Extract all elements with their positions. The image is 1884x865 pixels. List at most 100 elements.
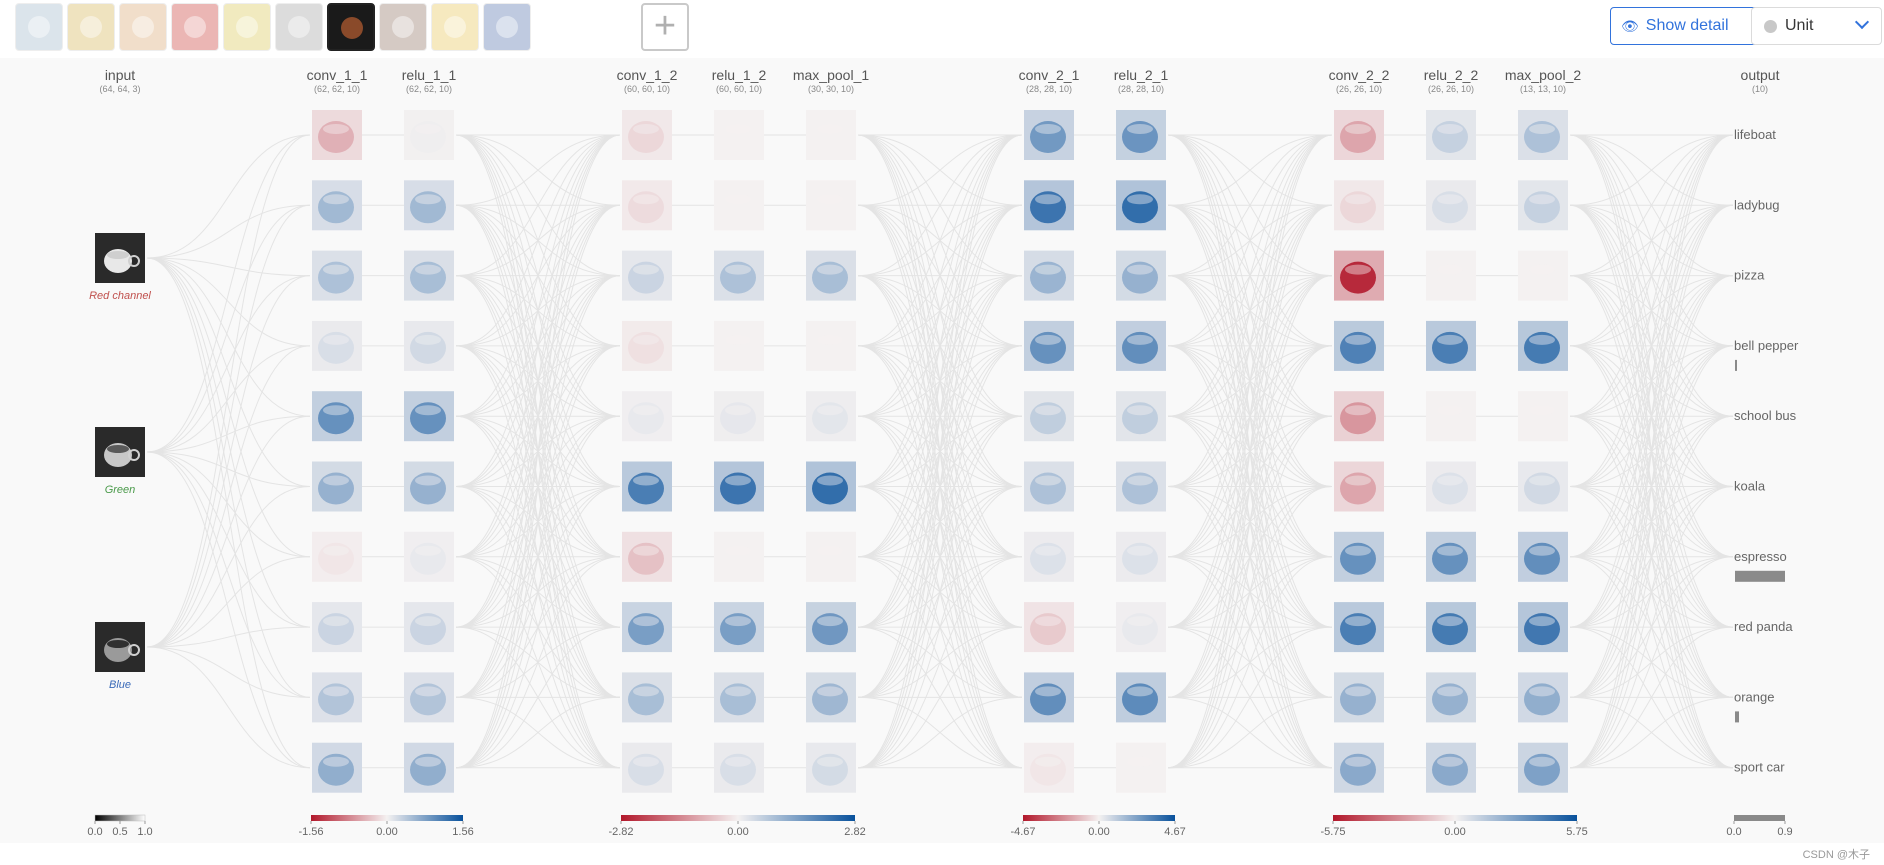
output-label[interactable]: bell pepper xyxy=(1734,338,1799,353)
feature-map-node[interactable] xyxy=(1334,250,1384,301)
feature-map-node[interactable] xyxy=(404,531,454,582)
feature-map-node[interactable] xyxy=(1024,742,1074,793)
add-image-button[interactable]: + xyxy=(641,3,689,51)
feature-map-node[interactable] xyxy=(1426,602,1476,653)
layer-name-relu_2_1[interactable]: relu_2_1 xyxy=(1114,67,1169,83)
feature-map-node[interactable] xyxy=(1518,250,1568,301)
feature-map-node[interactable] xyxy=(1334,391,1384,442)
feature-map-node[interactable] xyxy=(714,250,764,301)
feature-map-node[interactable] xyxy=(312,461,362,512)
input-node[interactable]: Green xyxy=(95,427,145,496)
layer-name-conv_2_2[interactable]: conv_2_2 xyxy=(1329,67,1390,83)
feature-map-node[interactable] xyxy=(806,531,856,582)
feature-map-node[interactable] xyxy=(1518,531,1568,582)
feature-map-node[interactable] xyxy=(1024,461,1074,512)
input-node[interactable]: Blue xyxy=(95,622,145,691)
feature-map-node[interactable] xyxy=(1426,320,1476,371)
feature-map-node[interactable] xyxy=(1334,320,1384,371)
feature-map-node[interactable] xyxy=(1024,602,1074,653)
feature-map-node[interactable] xyxy=(1116,320,1166,371)
feature-map-node[interactable] xyxy=(714,602,764,653)
feature-map-node[interactable] xyxy=(1518,742,1568,793)
layer-name-max_pool_2[interactable]: max_pool_2 xyxy=(1505,67,1581,83)
feature-map-node[interactable] xyxy=(1334,742,1384,793)
feature-map-node[interactable] xyxy=(622,531,672,582)
feature-map-node[interactable] xyxy=(312,320,362,371)
feature-map-node[interactable] xyxy=(312,602,362,653)
feature-map-node[interactable] xyxy=(1426,672,1476,723)
output-label[interactable]: sport car xyxy=(1734,760,1785,775)
feature-map-node[interactable] xyxy=(404,391,454,442)
feature-map-node[interactable] xyxy=(312,391,362,442)
thumbnail-red-panda[interactable] xyxy=(379,3,427,51)
feature-map-node[interactable] xyxy=(622,180,672,231)
output-label[interactable]: red panda xyxy=(1734,619,1793,634)
feature-map-node[interactable] xyxy=(404,110,454,160)
feature-map-node[interactable] xyxy=(1116,180,1166,231)
feature-map-node[interactable] xyxy=(312,250,362,301)
output-label[interactable]: school bus xyxy=(1734,408,1797,423)
feature-map-node[interactable] xyxy=(1116,742,1166,793)
thumbnail-school-bus[interactable] xyxy=(223,3,271,51)
feature-map-node[interactable] xyxy=(714,531,764,582)
feature-map-node[interactable] xyxy=(806,672,856,723)
feature-map-node[interactable] xyxy=(806,110,856,160)
feature-map-node[interactable] xyxy=(1116,250,1166,301)
feature-map-node[interactable] xyxy=(1518,391,1568,442)
feature-map-node[interactable] xyxy=(1024,391,1074,442)
feature-map-node[interactable] xyxy=(1116,461,1166,512)
layer-name-relu_1_2[interactable]: relu_1_2 xyxy=(712,67,767,83)
feature-map-node[interactable] xyxy=(714,672,764,723)
feature-map-node[interactable] xyxy=(1334,461,1384,512)
feature-map-node[interactable] xyxy=(312,110,362,160)
feature-map-node[interactable] xyxy=(312,742,362,793)
feature-map-node[interactable] xyxy=(622,110,672,160)
feature-map-node[interactable] xyxy=(714,461,764,512)
output-label[interactable]: pizza xyxy=(1734,268,1765,283)
feature-map-node[interactable] xyxy=(622,742,672,793)
unit-select[interactable]: Unit xyxy=(1751,7,1882,45)
layer-name-relu_2_2[interactable]: relu_2_2 xyxy=(1424,67,1479,83)
feature-map-node[interactable] xyxy=(806,180,856,231)
layer-name-relu_1_1[interactable]: relu_1_1 xyxy=(402,67,457,83)
feature-map-node[interactable] xyxy=(1426,180,1476,231)
feature-map-node[interactable] xyxy=(1518,110,1568,160)
feature-map-node[interactable] xyxy=(1116,531,1166,582)
layer-name-conv_1_2[interactable]: conv_1_2 xyxy=(617,67,678,83)
feature-map-node[interactable] xyxy=(1116,391,1166,442)
thumbnail-lifeboat[interactable] xyxy=(15,3,63,51)
feature-map-node[interactable] xyxy=(1518,180,1568,231)
feature-map-node[interactable] xyxy=(1426,461,1476,512)
feature-map-node[interactable] xyxy=(622,672,672,723)
feature-map-node[interactable] xyxy=(1024,672,1074,723)
feature-map-node[interactable] xyxy=(714,391,764,442)
feature-map-node[interactable] xyxy=(404,672,454,723)
feature-map-node[interactable] xyxy=(1518,461,1568,512)
thumbnail-sport-car[interactable] xyxy=(483,3,531,51)
feature-map-node[interactable] xyxy=(806,391,856,442)
feature-map-node[interactable] xyxy=(1024,110,1074,160)
feature-map-node[interactable] xyxy=(1116,110,1166,160)
feature-map-node[interactable] xyxy=(1426,391,1476,442)
thumbnail-espresso[interactable] xyxy=(327,3,375,51)
feature-map-node[interactable] xyxy=(1334,602,1384,653)
feature-map-node[interactable] xyxy=(1518,602,1568,653)
feature-map-node[interactable] xyxy=(404,602,454,653)
output-label[interactable]: ladybug xyxy=(1734,197,1780,212)
input-node[interactable]: Red channel xyxy=(89,233,151,302)
feature-map-node[interactable] xyxy=(1024,250,1074,301)
feature-map-node[interactable] xyxy=(1334,672,1384,723)
feature-map-node[interactable] xyxy=(714,180,764,231)
feature-map-node[interactable] xyxy=(714,320,764,371)
thumbnail-orange[interactable] xyxy=(431,3,479,51)
feature-map-node[interactable] xyxy=(622,461,672,512)
feature-map-node[interactable] xyxy=(1426,531,1476,582)
feature-map-node[interactable] xyxy=(1426,250,1476,301)
output-label[interactable]: koala xyxy=(1734,479,1766,494)
feature-map-node[interactable] xyxy=(312,531,362,582)
feature-map-node[interactable] xyxy=(1334,110,1384,160)
feature-map-node[interactable] xyxy=(1116,602,1166,653)
show-detail-button[interactable]: 👁 Show detail xyxy=(1610,7,1770,45)
feature-map-node[interactable] xyxy=(714,110,764,160)
feature-map-node[interactable] xyxy=(806,250,856,301)
